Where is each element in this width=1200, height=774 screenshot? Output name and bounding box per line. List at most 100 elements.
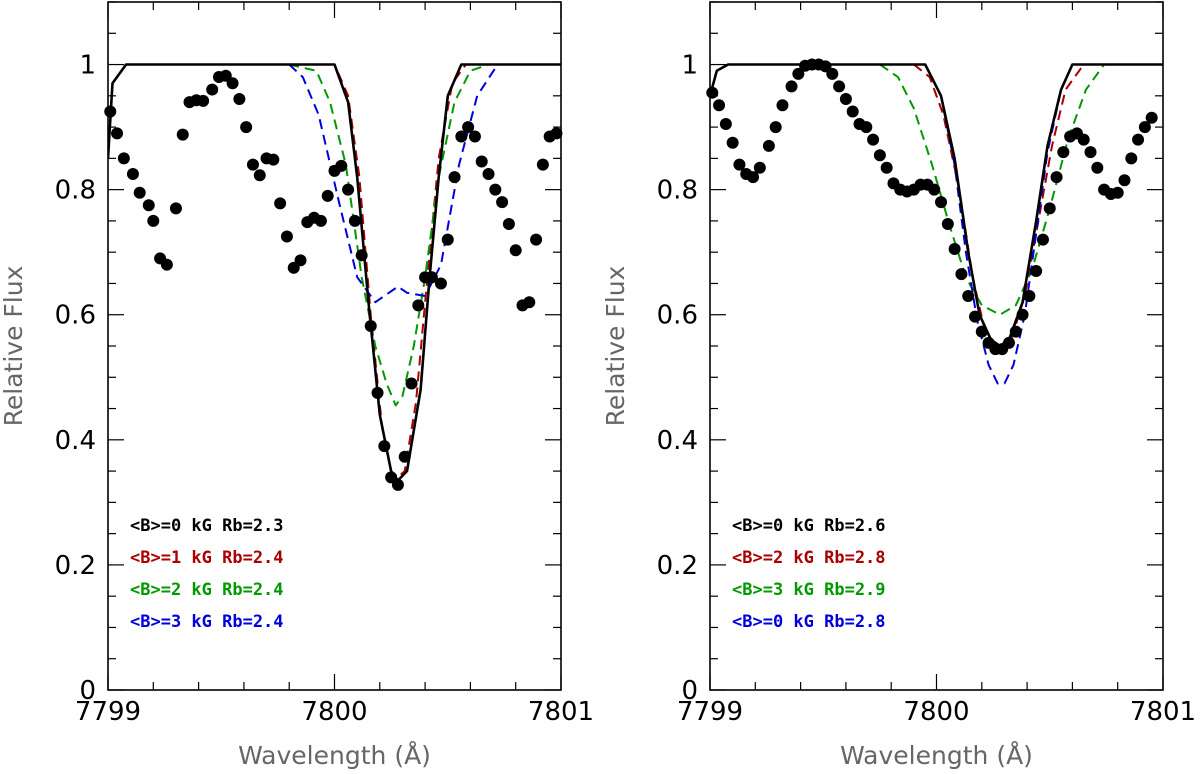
observed-point xyxy=(462,121,475,134)
observed-point xyxy=(955,268,968,281)
observed-point xyxy=(846,105,859,118)
observed-point xyxy=(776,99,789,112)
observed-point xyxy=(348,214,361,227)
observed-point xyxy=(126,168,139,180)
observed-point xyxy=(434,277,447,290)
observed-point xyxy=(1118,174,1131,187)
legend: <B>=0 kG Rb=2.6 <B>=2 kG Rb=2.8 <B>=3 kG R… xyxy=(732,516,886,632)
observed-point xyxy=(969,310,982,323)
observed-point xyxy=(412,299,425,312)
series-line-4 xyxy=(288,63,561,304)
observed-point xyxy=(550,127,563,140)
observed-point xyxy=(1111,186,1124,199)
legend-entry: <B>=0 kG Rb=2.8 xyxy=(732,612,886,632)
observed-point xyxy=(726,136,739,149)
observed-point xyxy=(935,196,948,209)
legend-entry: <B>=3 kG Rb=2.4 xyxy=(130,612,284,632)
legend-entry: <B>=2 kG Rb=2.4 xyxy=(130,580,284,600)
y-tick-label: 0.8 xyxy=(657,176,698,206)
observed-point xyxy=(792,67,805,80)
observed-point xyxy=(253,169,266,182)
observed-point xyxy=(509,244,522,257)
plot-frame xyxy=(107,1,562,691)
x-tick-label: 7799 xyxy=(75,697,141,727)
observed-point xyxy=(1091,161,1104,174)
observed-point xyxy=(536,158,549,171)
y-tick-label: 0.6 xyxy=(657,301,698,331)
observed-point xyxy=(826,67,839,80)
series-line-1 xyxy=(108,63,561,482)
observed-point xyxy=(176,128,189,141)
x-tick-label: 7800 xyxy=(903,697,969,727)
observed-point xyxy=(355,249,368,262)
observed-point xyxy=(1125,152,1138,165)
observed-point xyxy=(733,158,746,171)
observed-point xyxy=(246,158,259,171)
observed-point xyxy=(769,121,782,134)
observed-point xyxy=(142,199,155,212)
observed-point xyxy=(1145,111,1158,124)
observed-point xyxy=(1132,133,1145,146)
y-tick-label: 0.8 xyxy=(55,176,96,206)
observed-point xyxy=(425,271,438,284)
x-tick-label: 7799 xyxy=(677,697,743,727)
x-axis-title: Wavelength (Å) xyxy=(238,741,431,770)
observed-point xyxy=(267,153,280,166)
observed-point xyxy=(753,161,766,174)
observed-point xyxy=(1009,325,1022,338)
observed-point xyxy=(839,92,852,105)
legend-entry: <B>=3 kG Rb=2.9 xyxy=(732,580,886,600)
observed-point xyxy=(455,130,468,143)
observed-point xyxy=(448,171,461,184)
series-line-3 xyxy=(879,63,1163,316)
observed-point xyxy=(489,183,502,196)
observed-point xyxy=(1084,146,1097,159)
y-tick-label: 0 xyxy=(681,676,698,706)
observed-point xyxy=(233,92,246,105)
observed-point xyxy=(294,254,307,267)
y-tick-label: 0.4 xyxy=(657,426,698,456)
observed-point xyxy=(104,105,117,118)
observed-points xyxy=(104,69,563,491)
chart-panel-2: 0 0.2 0.4 0.6 0.8 1 7799 7800 7801 Wavelength (Å)… xyxy=(601,1,1196,770)
observed-point xyxy=(441,233,454,246)
observed-point xyxy=(941,218,954,231)
legend: <B>=0 kG Rb=2.3 <B>=1 kG Rb=2.4 <B>=2 kG R… xyxy=(130,516,284,632)
x-axis-title: Wavelength (Å) xyxy=(840,741,1033,770)
observed-point xyxy=(274,197,287,210)
observed-point xyxy=(314,214,327,227)
observed-point xyxy=(1043,202,1056,215)
observed-point xyxy=(226,77,239,90)
y-tick-label: 0.2 xyxy=(657,551,698,581)
observed-point xyxy=(502,218,515,231)
x-tick-label: 7800 xyxy=(301,697,367,727)
observed-point xyxy=(117,152,130,165)
observed-point xyxy=(160,258,173,271)
observed-point xyxy=(321,189,334,202)
y-axis-title: Relative Flux xyxy=(0,266,28,427)
observed-point xyxy=(713,99,726,112)
observed-point xyxy=(785,80,798,93)
y-tick-label: 0 xyxy=(79,676,96,706)
observed-point xyxy=(398,450,411,463)
observed-point xyxy=(873,149,886,162)
observed-point xyxy=(482,168,495,180)
observed-point xyxy=(762,139,775,152)
observed-point xyxy=(530,233,543,246)
x-tick-label: 7801 xyxy=(528,697,594,727)
observed-point xyxy=(111,127,124,140)
series-group xyxy=(710,63,1163,385)
legend-entry: <B>=0 kG Rb=2.6 xyxy=(732,516,886,536)
observed-point xyxy=(523,296,536,309)
series-line-3 xyxy=(288,63,561,407)
observed-point xyxy=(928,183,941,196)
observed-point xyxy=(496,196,509,209)
observed-point xyxy=(1077,133,1090,146)
observed-point xyxy=(1023,289,1036,302)
observed-points xyxy=(706,58,1158,356)
observed-point xyxy=(133,186,146,199)
observed-point xyxy=(719,117,732,130)
observed-point xyxy=(833,80,846,93)
observed-point xyxy=(280,230,293,243)
